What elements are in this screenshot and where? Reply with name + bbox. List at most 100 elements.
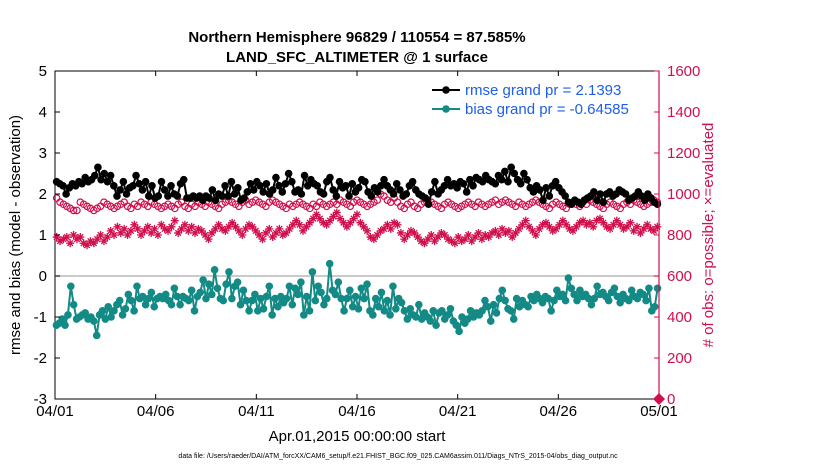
obs-evaluated-point — [629, 226, 638, 235]
obs-evaluated-point — [535, 224, 544, 233]
obs-evaluated-point — [231, 222, 240, 231]
rmse-point — [135, 179, 144, 188]
obs-evaluated-point — [184, 226, 193, 235]
obs-evaluated-point — [76, 233, 85, 242]
rmse-point — [59, 182, 67, 190]
obs-evaluated-point — [518, 220, 527, 229]
rmse-point — [138, 186, 147, 194]
rmse-point — [148, 182, 156, 190]
bias-point — [225, 268, 233, 276]
obs-evaluated-point — [157, 220, 166, 229]
rmse-point — [132, 171, 140, 180]
bias-point — [340, 307, 348, 315]
obs-evaluated-point — [390, 218, 399, 227]
y-right-tick-label: 200 — [667, 350, 692, 367]
legend: rmse grand pr = 2.1393 bias grand pr = -… — [432, 82, 629, 118]
bias-point — [110, 307, 118, 315]
bias-point — [363, 280, 371, 289]
bias-point — [64, 311, 72, 319]
obs-evaluated-point — [214, 220, 223, 229]
bias-point — [383, 296, 392, 305]
obs-evaluated-point — [79, 239, 88, 248]
bias-point — [495, 294, 504, 303]
bias-point — [627, 286, 636, 295]
obs-evaluated-point — [130, 220, 139, 229]
obs-evaluated-point — [160, 224, 169, 233]
y-right-tick-label: 800 — [667, 227, 692, 244]
rmse-point — [256, 182, 264, 190]
bias-point — [432, 321, 440, 330]
obs-evaluated-point — [234, 226, 243, 235]
obs-evaluated-point — [379, 224, 388, 233]
obs-evaluated-point — [400, 235, 409, 244]
obs-evaluated-point — [477, 235, 486, 244]
obs-evaluated-point — [248, 222, 257, 231]
bias-point — [207, 290, 216, 299]
y-right-tick-label: 1600 — [667, 63, 700, 80]
obs-evaluated-point — [511, 228, 520, 237]
rmse-point — [230, 190, 239, 198]
bias-point — [302, 292, 311, 301]
bias-point — [400, 307, 409, 315]
bias-point — [650, 302, 659, 311]
bias-point — [415, 300, 423, 309]
bias-point — [187, 286, 196, 295]
rmse-point — [300, 171, 309, 180]
rmse-point — [94, 163, 102, 172]
obs-possible-point — [73, 206, 81, 215]
rmse-point — [453, 184, 461, 192]
obs-evaluated-point — [66, 239, 75, 248]
obs-evaluated-point — [548, 226, 557, 235]
rmse-point — [389, 190, 398, 198]
bias-point — [199, 276, 207, 284]
y-right-tick-label: 1200 — [667, 145, 700, 162]
rmse-point — [144, 192, 153, 200]
obs-evaluated-point — [150, 224, 159, 233]
bias-point — [501, 296, 509, 305]
obs-evaluated-point — [309, 214, 318, 223]
bias-point — [530, 296, 538, 305]
bias-point — [245, 307, 253, 315]
bias-point — [639, 290, 647, 299]
bias-point — [196, 288, 205, 297]
obs-evaluated-point — [558, 216, 567, 225]
bias-point — [219, 296, 228, 305]
bias-point — [133, 282, 141, 291]
x-tick-label: 05/01 — [640, 403, 678, 420]
rmse-point — [249, 186, 258, 194]
bias-point — [107, 313, 115, 321]
obs-evaluated-point — [538, 220, 547, 229]
obs-evaluated-point — [164, 226, 173, 235]
obs-evaluated-point — [359, 222, 368, 231]
bias-point — [443, 311, 452, 319]
obs-evaluated-point — [484, 233, 493, 242]
obs-evaluated-point — [62, 233, 71, 242]
obs-evaluated-point — [626, 218, 635, 227]
y-axis-label: rmse and bias (model - observation) — [7, 115, 24, 355]
obs-evaluated-point — [228, 218, 237, 227]
bias-point — [392, 305, 400, 313]
bias-point — [481, 296, 489, 305]
bias-point — [205, 280, 213, 289]
bias-point — [343, 294, 351, 303]
obs-evaluated-point — [525, 222, 534, 231]
bias-point — [274, 302, 282, 311]
obs-evaluated-point — [268, 233, 277, 242]
rmse-point — [392, 179, 401, 188]
rmse-point — [621, 190, 630, 198]
bias-point — [236, 300, 245, 309]
y-right-tick-label: 1000 — [667, 186, 700, 203]
bias-point — [452, 321, 461, 330]
obs-evaluated-point — [410, 228, 419, 237]
bias-point — [101, 315, 110, 323]
bias-point — [360, 294, 368, 303]
bias-point — [389, 282, 397, 291]
bias-point — [325, 259, 334, 268]
y-tick-label: 5 — [39, 63, 47, 80]
obs-evaluated-point — [393, 220, 402, 229]
bias-point — [613, 292, 622, 301]
obs-evaluated-point — [545, 222, 554, 231]
bias-point — [228, 294, 236, 303]
rmse-point — [539, 196, 547, 204]
